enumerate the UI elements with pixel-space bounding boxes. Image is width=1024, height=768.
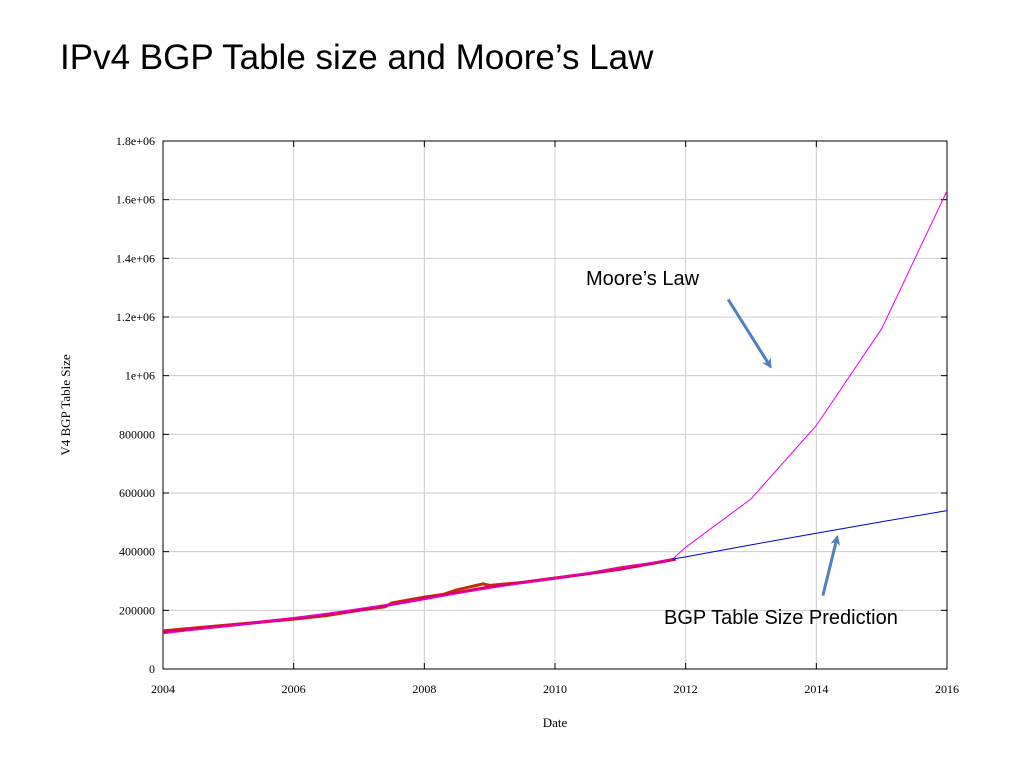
x-tick-label: 2004	[151, 682, 175, 696]
x-tick-label: 2010	[543, 682, 567, 696]
series-line-1	[162, 557, 677, 633]
x-axis-title: Date	[543, 715, 568, 730]
y-tick-label: 1.8e+06	[116, 134, 155, 148]
y-tick-label: 1.4e+06	[116, 251, 155, 265]
x-tick-label: 2014	[804, 682, 828, 696]
callout-label: BGP Table Size Prediction	[664, 607, 898, 629]
y-tick-label: 1e+06	[125, 369, 155, 383]
y-tick-label: 1.2e+06	[116, 310, 155, 324]
annotations: Moore’s Law BGP Table Size Prediction	[586, 268, 898, 629]
y-tick-label: 600000	[119, 486, 155, 500]
y-tick-label: 800000	[119, 427, 155, 441]
grid	[163, 141, 947, 669]
callout-arrow	[726, 298, 772, 369]
y-axis-title: V4 BGP Table Size	[58, 354, 73, 456]
slide-title: IPv4 BGP Table size and Moore’s Law	[60, 38, 654, 77]
x-tick-label: 2012	[674, 682, 698, 696]
y-tick-label: 1.6e+06	[116, 193, 155, 207]
y-tick-label: 0	[149, 662, 155, 676]
callout-label: Moore’s Law	[586, 268, 700, 290]
callout-arrow	[821, 535, 841, 597]
x-tick-label: 2016	[935, 682, 959, 696]
y-tick-label: 200000	[119, 603, 155, 617]
series-line-moore-s-law	[162, 190, 948, 635]
series-line-bgp-table-size-prediction	[672, 510, 948, 560]
x-tick-label: 2006	[282, 682, 306, 696]
axis-ticks: 2004 2006 2008 2010 2012 2014 2016 0 200000 40000…	[116, 134, 959, 696]
x-tick-label: 2008	[412, 682, 436, 696]
series-line-2	[162, 557, 677, 634]
series-lines	[162, 190, 948, 635]
y-tick-label: 400000	[119, 545, 155, 559]
